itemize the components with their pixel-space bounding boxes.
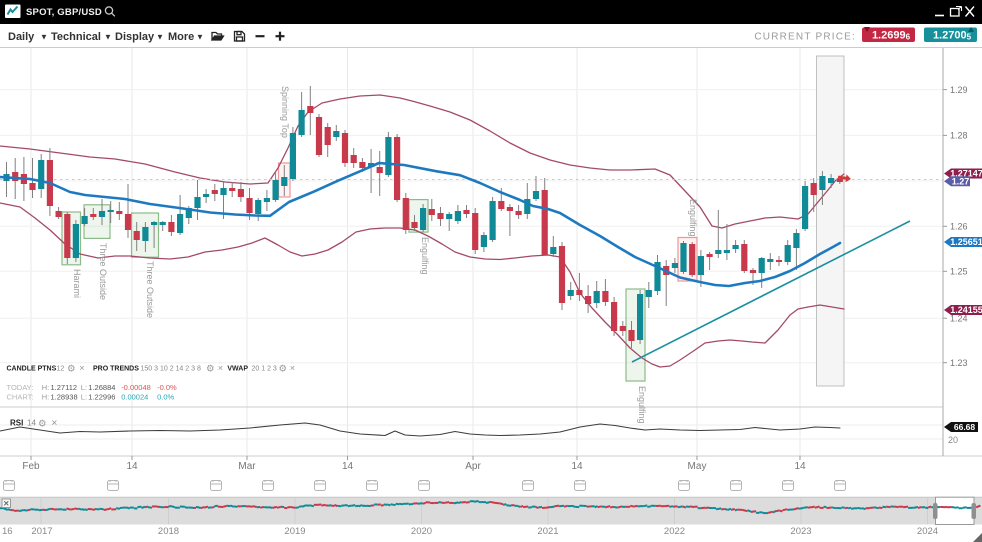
svg-text:Three Outside: Three Outside — [98, 243, 108, 300]
svg-text:CANDLE PTNS: CANDLE PTNS — [7, 366, 57, 373]
svg-text:2021: 2021 — [537, 526, 558, 537]
svg-text:12: 12 — [57, 366, 65, 373]
svg-text:1.25: 1.25 — [950, 267, 968, 277]
svg-text:1.27112: 1.27112 — [51, 383, 78, 392]
svg-text:Three Outside: Three Outside — [145, 261, 155, 318]
svg-text:1.26996: 1.26996 — [872, 30, 911, 42]
svg-text:66.68: 66.68 — [954, 422, 976, 432]
svg-text:Mar: Mar — [238, 461, 256, 472]
svg-text:0.0%: 0.0% — [157, 392, 174, 401]
svg-text:✕: ✕ — [290, 366, 296, 373]
svg-text:✕: ✕ — [3, 499, 9, 508]
svg-text:14: 14 — [571, 461, 583, 472]
svg-text:1.22996: 1.22996 — [88, 392, 115, 401]
svg-text:H:: H: — [42, 392, 50, 401]
svg-text:1.24: 1.24 — [950, 313, 968, 323]
svg-text:0.00024: 0.00024 — [121, 392, 148, 401]
svg-text:2018: 2018 — [158, 526, 179, 537]
svg-text:TODAY:: TODAY: — [7, 383, 34, 392]
svg-text:⚙: ⚙ — [279, 364, 288, 375]
svg-text:14: 14 — [794, 461, 806, 472]
svg-text:⚙: ⚙ — [206, 364, 215, 375]
svg-text:⚙: ⚙ — [67, 364, 76, 375]
svg-text:1.26: 1.26 — [950, 222, 968, 232]
svg-text:H:: H: — [42, 383, 50, 392]
svg-text:1.26884: 1.26884 — [88, 383, 115, 392]
svg-text:20: 20 — [948, 435, 958, 445]
svg-text:1.27: 1.27 — [952, 177, 970, 187]
svg-text:14: 14 — [27, 419, 36, 428]
svg-text:L:: L: — [81, 392, 87, 401]
svg-text:-0.0%: -0.0% — [157, 383, 177, 392]
svg-text:SPOT, GBP/USD: SPOT, GBP/USD — [26, 7, 102, 18]
svg-text:Harami: Harami — [72, 269, 82, 298]
svg-text:L:: L: — [81, 383, 87, 392]
svg-text:Engulfing: Engulfing — [688, 199, 698, 237]
svg-text:1.23: 1.23 — [950, 358, 968, 368]
svg-text:16: 16 — [2, 526, 13, 537]
svg-text:2024: 2024 — [917, 526, 938, 537]
svg-text:Engulfing: Engulfing — [420, 237, 430, 275]
svg-text:20 1 2 3: 20 1 2 3 — [252, 366, 277, 373]
svg-text:More: More — [168, 31, 194, 43]
svg-text:14: 14 — [342, 461, 354, 472]
svg-text:⚙: ⚙ — [38, 419, 47, 430]
svg-text:CHART:: CHART: — [7, 392, 34, 401]
svg-text:1.27147: 1.27147 — [950, 169, 982, 179]
svg-text:✕: ✕ — [51, 419, 58, 428]
svg-text:1.25651: 1.25651 — [950, 237, 982, 247]
svg-text:✕: ✕ — [218, 366, 224, 373]
svg-text:Daily: Daily — [8, 31, 35, 43]
svg-text:14: 14 — [126, 461, 138, 472]
svg-text:Technical: Technical — [51, 31, 101, 43]
svg-text:▼: ▼ — [156, 33, 164, 42]
svg-text:CURRENT PRICE:: CURRENT PRICE: — [754, 32, 856, 43]
svg-text:1.29: 1.29 — [950, 85, 968, 95]
svg-text:Engulfing: Engulfing — [637, 386, 647, 424]
svg-text:1.27005: 1.27005 — [933, 30, 972, 42]
svg-text:✕: ✕ — [79, 366, 85, 373]
svg-text:▼: ▼ — [196, 33, 204, 42]
svg-text:2020: 2020 — [411, 526, 432, 537]
svg-text:PRO TRENDS: PRO TRENDS — [93, 366, 139, 373]
svg-text:2019: 2019 — [284, 526, 305, 537]
svg-text:-0.00048: -0.00048 — [121, 383, 151, 392]
svg-text:Display: Display — [115, 31, 155, 43]
svg-text:1.28938: 1.28938 — [51, 392, 78, 401]
svg-text:2023: 2023 — [790, 526, 811, 537]
svg-text:Apr: Apr — [465, 461, 481, 472]
svg-text:1.28: 1.28 — [950, 131, 968, 141]
svg-text:▼: ▼ — [104, 33, 112, 42]
svg-text:150 3 10 2 14 2 3 8: 150 3 10 2 14 2 3 8 — [141, 366, 201, 373]
svg-text:VWAP: VWAP — [227, 366, 248, 373]
svg-text:May: May — [688, 461, 707, 472]
svg-text:2022: 2022 — [664, 526, 685, 537]
svg-text:RSI: RSI — [10, 419, 23, 428]
svg-text:1.24155: 1.24155 — [950, 305, 982, 315]
svg-text:2017: 2017 — [31, 526, 52, 537]
svg-text:Feb: Feb — [22, 461, 40, 472]
svg-text:Spinning Top: Spinning Top — [280, 86, 290, 138]
svg-text:▼: ▼ — [40, 33, 48, 42]
